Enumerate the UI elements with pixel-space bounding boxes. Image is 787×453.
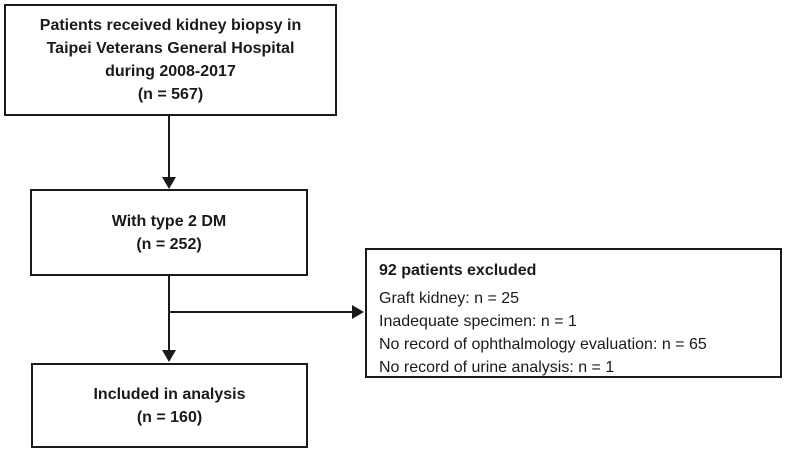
arrowhead-right-icon: [352, 305, 364, 319]
box-text-line: With type 2 DM: [111, 212, 227, 230]
excluded-reason: Inadequate specimen: n = 1: [379, 313, 577, 330]
box-included-analysis: Included in analysis (n = 160): [31, 363, 308, 448]
box-type2-dm: With type 2 DM (n = 252): [30, 189, 308, 276]
excluded-reason: No record of ophthalmology evaluation: n…: [379, 336, 707, 353]
box-text-line: Included in analysis: [93, 385, 246, 403]
excluded-title: 92 patients excluded: [379, 262, 537, 279]
box-text-line: Taipei Veterans General Hospital: [46, 40, 295, 57]
box-text-line: (n = 252): [136, 235, 202, 253]
arrow-branch-to-excluded: [168, 305, 364, 319]
arrow-dm-to-included: [162, 276, 176, 362]
arrowhead-down-icon: [162, 350, 176, 362]
box-text-line: (n = 160): [136, 408, 203, 426]
arrowhead-down-icon: [162, 177, 176, 189]
box-text-line: (n = 567): [137, 86, 204, 103]
box-text-line: Patients received kidney biopsy in: [39, 17, 302, 34]
excluded-reason: No record of urine analysis: n = 1: [379, 359, 615, 376]
box-text-line: during 2008-2017: [105, 63, 236, 80]
box-excluded-patients: 92 patients excluded Graft kidney: n = 2…: [365, 248, 782, 378]
excluded-reason: Graft kidney: n = 25: [379, 290, 520, 307]
box-source-population: Patients received kidney biopsy in Taipe…: [4, 4, 337, 116]
arrow-source-to-dm: [162, 116, 176, 189]
